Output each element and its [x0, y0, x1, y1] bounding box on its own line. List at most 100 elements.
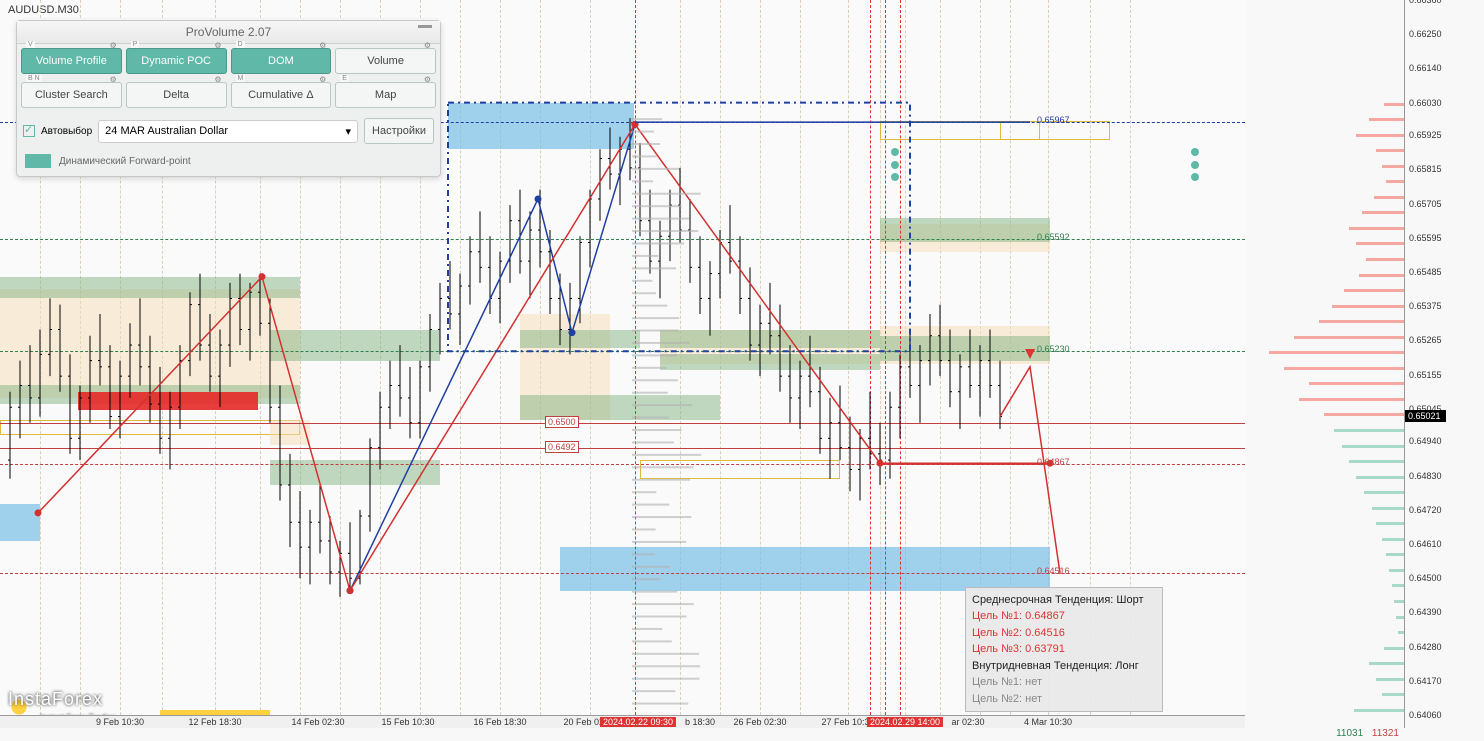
price-tick: 0.64390 — [1409, 607, 1442, 617]
provolume-panel[interactable]: ProVolume 2.07 V⚙Volume ProfileP⚙Dynamic… — [16, 20, 441, 177]
time-tick: 16 Feb 18:30 — [473, 717, 526, 727]
gear-icon[interactable]: ⚙ — [214, 41, 221, 50]
vol-footer-a: 11031 — [1333, 728, 1366, 739]
vp-bar — [1376, 149, 1404, 152]
vp-bar — [1386, 553, 1404, 556]
button-label: Cumulative Δ — [248, 89, 313, 101]
vp-bar — [1369, 662, 1404, 665]
vp-bar — [1389, 569, 1404, 572]
vp-bar — [1299, 398, 1404, 401]
marker-dot-icon — [891, 148, 899, 156]
forward-label: Динамический Forward-point — [59, 156, 191, 167]
vp-bar — [1362, 211, 1404, 214]
level-label: 0.65230 — [1035, 344, 1072, 354]
event-vline — [870, 0, 871, 715]
vp-bar — [1374, 196, 1404, 199]
price-tick: 0.66030 — [1409, 98, 1442, 108]
price-tick: 0.66360 — [1409, 0, 1442, 5]
vp-bar — [1396, 616, 1404, 619]
gear-icon[interactable]: ⚙ — [424, 75, 431, 84]
dynamic-poc-button[interactable]: P⚙Dynamic POC — [126, 48, 227, 74]
time-tick: b 18:30 — [685, 717, 715, 727]
vp-bar — [1284, 367, 1404, 370]
zone-blue — [0, 504, 40, 541]
volume-profile-button[interactable]: V⚙Volume Profile — [21, 48, 122, 74]
button-label: Cluster Search — [35, 89, 108, 101]
button-label: Delta — [163, 89, 189, 101]
time-tick: 4 Mar 10:30 — [1024, 717, 1072, 727]
panel-title[interactable]: ProVolume 2.07 — [17, 21, 440, 44]
time-tick: 9 Feb 10:30 — [96, 717, 144, 727]
shortcut-letter: V — [26, 41, 35, 48]
time-tick: 2024.02.29 14:00 — [867, 717, 943, 727]
vp-bar — [1294, 336, 1404, 339]
vp-bar — [1349, 460, 1404, 463]
settings-button[interactable]: Настройки — [364, 118, 434, 144]
minimize-icon[interactable] — [418, 25, 432, 28]
zone-green — [520, 330, 640, 349]
level-label: 0.64867 — [1035, 457, 1072, 467]
analysis-box: Среднесрочная Тенденция: Шорт Цель №1: 0… — [965, 587, 1163, 713]
delta-button[interactable]: ⚙Delta — [126, 82, 227, 108]
price-tick: 0.66140 — [1409, 63, 1442, 73]
chart-area[interactable]: AUDUSD.M30 0.659670.655920.652300.65000.… — [0, 0, 1245, 728]
intra-target: Цель №1: нет — [972, 674, 1156, 691]
intra-target: Цель №2: нет — [972, 691, 1156, 708]
vp-bar — [1356, 476, 1404, 479]
gear-icon[interactable]: ⚙ — [110, 41, 117, 50]
vp-bar — [1372, 507, 1404, 510]
gear-icon[interactable]: ⚙ — [319, 41, 326, 50]
vp-bar — [1382, 538, 1404, 541]
time-tick: 15 Feb 10:30 — [381, 717, 434, 727]
instrument-select[interactable]: 24 MAR Australian Dollar ▾ — [98, 120, 358, 143]
vp-bar — [1386, 180, 1404, 183]
map-button[interactable]: E⚙Map — [335, 82, 436, 108]
price-tick: 0.64830 — [1409, 471, 1442, 481]
vp-bar — [1342, 445, 1404, 448]
vp-bar — [1309, 382, 1404, 385]
vp-bar — [1332, 305, 1404, 308]
gear-icon[interactable]: ⚙ — [424, 41, 431, 50]
level-label: 0.64516 — [1035, 566, 1072, 576]
price-tick: 0.65595 — [1409, 233, 1442, 243]
vp-bar — [1364, 491, 1404, 494]
vp-bar — [1392, 584, 1404, 587]
cluster-search-button[interactable]: B N⚙Cluster Search — [21, 82, 122, 108]
vp-bar — [1334, 429, 1404, 432]
intraday-header: Внутридневная Тенденция: Лонг — [972, 658, 1156, 675]
price-tick: 0.64720 — [1409, 505, 1442, 515]
zone-green — [270, 330, 440, 361]
dropdown-icon: ▾ — [345, 125, 351, 138]
event-vline — [900, 0, 901, 715]
projection-arrow-icon — [1025, 349, 1035, 359]
price-tick: 0.64170 — [1409, 676, 1442, 686]
vp-bar — [1356, 134, 1404, 137]
vp-bar — [1269, 351, 1404, 354]
vp-bar — [1384, 103, 1404, 106]
time-tick: 14 Feb 02:30 — [291, 717, 344, 727]
shortcut-letter: E — [340, 75, 349, 82]
autoselect-checkbox[interactable] — [23, 125, 35, 137]
symbol-label: AUDUSD.M30 — [8, 4, 79, 16]
h-level — [0, 448, 1245, 449]
time-tick: 26 Feb 02:30 — [733, 717, 786, 727]
dom-button[interactable]: D⚙DOM — [231, 48, 332, 74]
gear-icon[interactable]: ⚙ — [110, 75, 117, 84]
mid-target: Цель №2: 0.64516 — [972, 625, 1156, 642]
price-tick: 0.64280 — [1409, 642, 1442, 652]
zone-yellow — [640, 460, 840, 479]
forward-swatch-icon — [25, 154, 51, 168]
vp-bar — [1354, 709, 1404, 712]
gear-icon[interactable]: ⚙ — [214, 75, 221, 84]
marker-dot-icon — [1191, 148, 1199, 156]
cumulative--button[interactable]: M⚙Cumulative Δ — [231, 82, 332, 108]
volume-button[interactable]: ⚙Volume — [335, 48, 436, 74]
time-tick: 12 Feb 18:30 — [188, 717, 241, 727]
zone-blue — [448, 103, 634, 150]
midterm-header: Среднесрочная Тенденция: Шорт — [972, 592, 1156, 609]
vp-bar — [1382, 693, 1404, 696]
autoselect-label: Автовыбор — [41, 126, 92, 137]
shortcut-letter: D — [236, 41, 245, 48]
level-label: 0.6492 — [545, 441, 579, 453]
gear-icon[interactable]: ⚙ — [319, 75, 326, 84]
